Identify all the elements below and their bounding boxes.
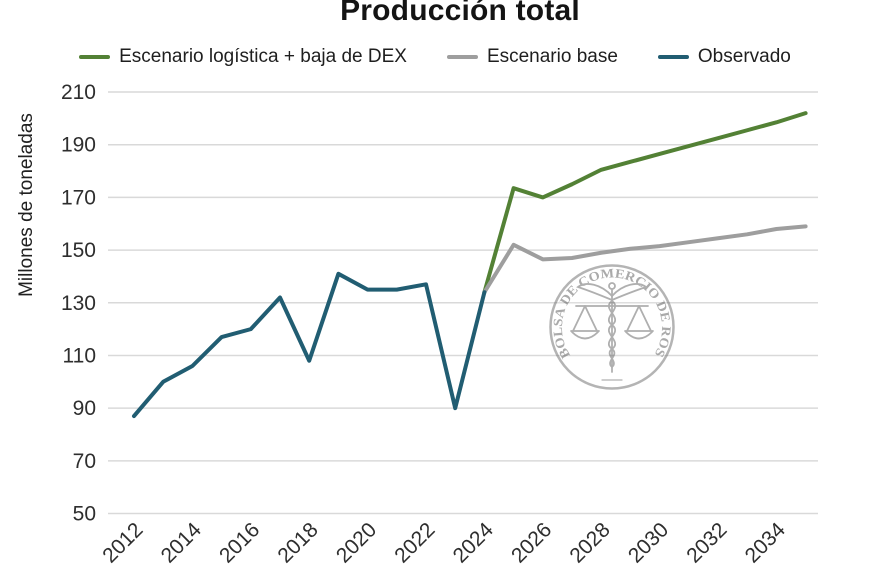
x-tick-label: 2026 [507, 518, 556, 567]
x-tick-label: 2034 [741, 518, 791, 568]
x-tick-label: 2012 [98, 518, 147, 567]
x-tick-label: 2032 [682, 518, 731, 567]
gridlines-layer [108, 91, 818, 515]
x-tick-label: 2018 [273, 518, 322, 567]
legend-item-escenario-logistica: Escenario logística + baja de DEX [79, 46, 407, 68]
series-line-observado [132, 271, 487, 419]
x-tick-label: 2022 [390, 518, 439, 567]
x-tick-label: 2014 [157, 518, 207, 568]
y-tick-label: 50 [73, 503, 96, 526]
y-tick-label: 70 [73, 450, 96, 473]
legend-swatch-blue-line-icon [657, 54, 689, 60]
y-tick-label: 90 [73, 397, 96, 420]
x-tick-label: 2028 [565, 518, 614, 567]
seal-caduceus-and-scales-icon [570, 282, 654, 381]
series-layer [132, 111, 808, 419]
legend-label: Observado [697, 46, 791, 67]
y-axis-title: Millones de toneladas [16, 113, 37, 297]
y-tick-label: 110 [63, 344, 96, 367]
tick-labels-layer: 50 70 90 110 130 150 170 190 210 2012 2014 2016 2018… [61, 81, 790, 568]
x-tick-label: 2020 [332, 518, 381, 567]
legend-item-observado: Observado [657, 46, 791, 68]
y-tick-label: 170 [61, 186, 96, 209]
legend: Escenario logística + baja de DEX Escena… [0, 41, 870, 73]
legend-swatch-gray-line-icon [446, 54, 478, 60]
chart-title: Producción total [340, 0, 580, 27]
legend-label: Escenario logística + baja de DEX [119, 46, 407, 67]
legend-swatch-green-line-icon [79, 54, 111, 60]
legend-label: Escenario base [486, 46, 618, 67]
x-tick-label: 2016 [215, 518, 264, 567]
series-line-escenario-base [482, 224, 808, 295]
y-tick-label: 150 [61, 239, 96, 262]
y-tick-label: 210 [61, 81, 96, 104]
y-tick-label: 190 [61, 134, 96, 157]
x-tick-label: 2030 [624, 518, 673, 567]
legend-item-escenario-base: Escenario base [446, 46, 618, 68]
series-line-escenario-logistica-baja-dex [482, 111, 808, 295]
x-tick-label: 2024 [449, 518, 499, 568]
y-tick-label: 130 [61, 292, 96, 315]
